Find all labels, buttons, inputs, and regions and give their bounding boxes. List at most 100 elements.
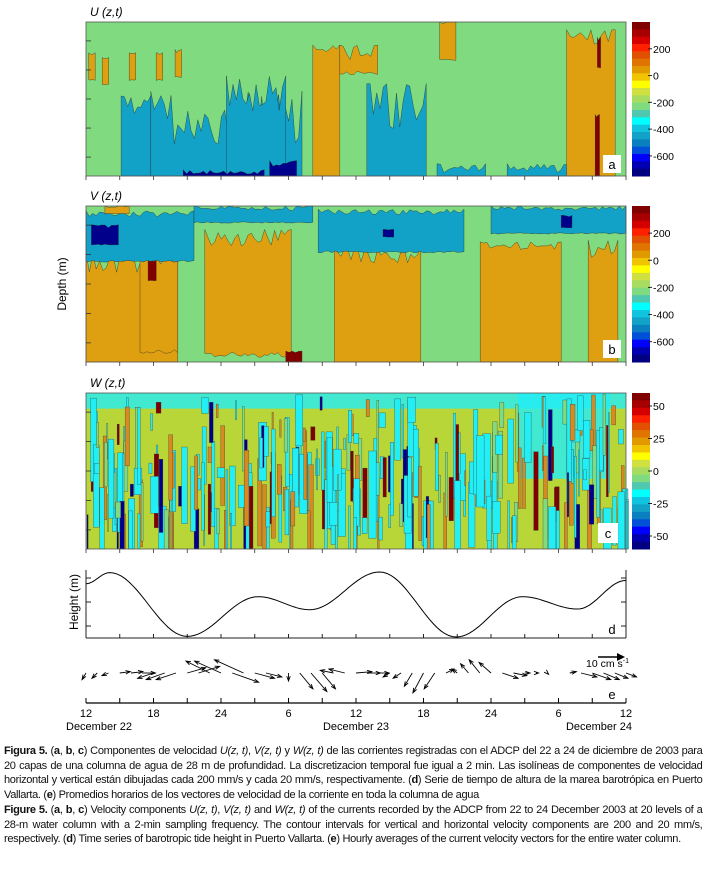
- caption-bold-text: a: [54, 804, 60, 816]
- colorbar-tick-label: 0: [653, 255, 659, 267]
- current-vector: [91, 672, 98, 680]
- current-vector: [321, 672, 337, 690]
- contour-streak: [94, 463, 100, 474]
- colorbar-band: [632, 407, 650, 416]
- caption-text: of the currents recorded by the ADCP fro…: [4, 804, 703, 846]
- contour-streak: [562, 399, 568, 425]
- colorbar-tick-label: 0: [653, 466, 659, 478]
- colorbar-band: [632, 430, 650, 439]
- contour-streak: [159, 459, 164, 533]
- vector-head: [382, 672, 389, 678]
- date-label: December 22: [66, 721, 132, 733]
- caption-text: ) Velocity components: [83, 804, 190, 816]
- contour-streak: [583, 420, 591, 459]
- colorbar-band: [632, 146, 650, 155]
- colorbar-band: [632, 489, 650, 498]
- contour-positive: [101, 56, 109, 86]
- colorbar-band: [632, 154, 650, 162]
- contour-streak: [216, 508, 220, 535]
- colorbar-tick-label: -200: [653, 282, 674, 294]
- vector-shaft: [187, 667, 206, 674]
- vector-shaft: [198, 665, 220, 674]
- vector-head: [391, 673, 399, 680]
- depth-axis-label: Depth (m): [55, 257, 69, 310]
- colorbar-band: [632, 132, 650, 140]
- time-tick-label: 24: [485, 708, 497, 720]
- colorbar-band: [632, 474, 650, 483]
- vector-shaft: [299, 672, 314, 690]
- contour-streak: [155, 402, 162, 414]
- contour-streak: [556, 510, 560, 550]
- contour-streak: [310, 426, 316, 441]
- vector-head: [533, 670, 540, 676]
- figure-5: U (z,t) V (z,t) W (z,t) Depth (m) Height…: [55, 5, 674, 733]
- colorbar-band: [632, 110, 650, 118]
- contour-streak: [292, 447, 299, 508]
- vector-head: [100, 671, 107, 677]
- vector-shaft: [355, 671, 372, 674]
- colorbar-tick-label: -25: [653, 499, 668, 511]
- contour-streak: [137, 407, 141, 486]
- colorbar-band: [632, 504, 650, 513]
- colorbar-band: [632, 511, 650, 520]
- contour-streak: [96, 422, 99, 448]
- contour-streak: [551, 446, 554, 474]
- colorbar-band: [632, 213, 650, 222]
- contour-streak: [625, 501, 628, 550]
- contour-streak: [438, 474, 441, 503]
- contour-streak: [343, 437, 346, 451]
- contour-streak: [399, 503, 404, 527]
- caption-italic-text: W(z, t): [274, 804, 306, 816]
- contour-streak: [564, 502, 568, 550]
- current-vector: [382, 672, 390, 678]
- contour-streak: [321, 431, 325, 491]
- contour-streak: [140, 482, 144, 542]
- vector-shaft: [580, 672, 597, 678]
- vector-shaft: [423, 672, 436, 690]
- caption-text: (: [47, 745, 55, 757]
- tide-height-line: [85, 571, 627, 638]
- vector-head: [125, 670, 132, 675]
- contour-max: [594, 113, 600, 177]
- vector-head: [184, 660, 192, 666]
- contour-streak: [225, 469, 229, 550]
- contour-streak: [197, 478, 201, 491]
- contour-streak: [518, 447, 522, 509]
- panel-d-tide-height: [85, 570, 627, 639]
- caption-english: Figure 5. (a, b, c) Velocity components …: [4, 803, 703, 847]
- colorbar-band: [632, 295, 650, 304]
- contour-positive: [334, 247, 422, 363]
- contour-streak: [235, 400, 237, 420]
- caption-bold-text: a: [53, 745, 60, 757]
- current-vector: [184, 660, 210, 674]
- contour-streak: [209, 402, 214, 443]
- caption-bold-text: b: [65, 745, 73, 757]
- current-vector: [136, 672, 154, 679]
- caption-text: y: [281, 745, 293, 757]
- current-vector: [625, 672, 638, 678]
- colorbar-band: [632, 310, 650, 318]
- time-tick-label: 6: [555, 708, 561, 720]
- colorbar-tick-label: -400: [653, 124, 674, 136]
- vector-head: [571, 670, 578, 675]
- colorbar-band: [632, 354, 650, 363]
- contour-streak: [401, 404, 404, 459]
- contour-streak: [378, 412, 386, 428]
- colorbar-band: [632, 467, 650, 476]
- contour-streak: [512, 515, 517, 550]
- date-label: December 23: [323, 721, 389, 733]
- panel-c-letter: c: [605, 526, 612, 541]
- colorbar-band: [632, 243, 650, 252]
- colorbar-tick-label: 50: [653, 401, 665, 413]
- vector-shaft: [156, 672, 177, 681]
- contour-positive: [312, 44, 341, 177]
- contour-streak: [476, 435, 485, 508]
- current-vector: [265, 672, 284, 678]
- current-vector: [232, 672, 260, 683]
- vector-shaft: [321, 672, 336, 690]
- current-vector: [412, 672, 424, 694]
- time-tick-label: 12: [80, 708, 92, 720]
- caption-text: ) Hourly averages of the current velocit…: [336, 833, 681, 846]
- vector-head: [468, 658, 474, 665]
- contour-streak: [216, 467, 225, 478]
